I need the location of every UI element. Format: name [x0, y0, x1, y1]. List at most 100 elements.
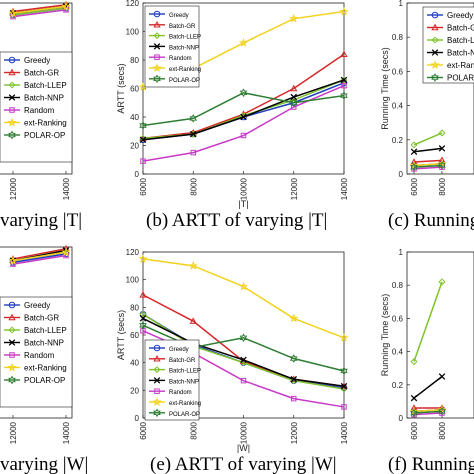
series-line [413, 412, 443, 416]
legend-marker [431, 23, 439, 31]
series-line [413, 164, 443, 168]
data-point [438, 278, 446, 286]
series-batch-nnp [139, 76, 348, 144]
legend-marker [153, 408, 161, 418]
data-point [340, 91, 348, 100]
legend-marker [431, 49, 439, 56]
legend-marker [9, 107, 15, 113]
data-point [139, 121, 147, 130]
y-tick-label: 0.4 [392, 348, 404, 357]
legend-label: ext-Ranking [24, 364, 67, 373]
x-tick-label: 10000 [240, 177, 249, 200]
x-axis-label: |T| [238, 199, 248, 209]
data-point [438, 145, 446, 152]
series-line [142, 91, 345, 127]
y-tick-label: 1 [399, 0, 404, 8]
legend-marker [153, 344, 161, 352]
legend-marker [153, 20, 161, 28]
legend-label: Batch-GR [24, 314, 59, 323]
legend-marker [8, 94, 16, 101]
x-tick-label: 6000 [410, 177, 419, 195]
data-point [340, 50, 348, 58]
x-tick-label: 6000 [139, 177, 148, 195]
y-tick-label: 100 [126, 28, 140, 37]
y-axis-label: Running Time (secs) [380, 294, 390, 377]
series-line [142, 53, 345, 140]
y-tick-label: 20 [130, 386, 139, 395]
series-line [413, 147, 443, 153]
series-line [12, 7, 67, 16]
x-tick-label: 8000 [189, 177, 198, 195]
y-tick-label: 60 [130, 85, 139, 94]
x-tick-label: 6000 [410, 421, 419, 439]
series-line [12, 247, 67, 260]
data-point [189, 114, 198, 123]
legend-marker [152, 63, 162, 72]
series-line [413, 159, 443, 163]
legend-marker [8, 375, 16, 385]
legend-marker [8, 326, 16, 334]
data-point [188, 261, 198, 270]
series-polar-op [410, 161, 446, 172]
legend-marker [153, 10, 161, 18]
series-line [413, 132, 443, 146]
series-line [413, 408, 443, 413]
legend-label: POLAR-OP [447, 74, 474, 83]
data-point [139, 315, 147, 322]
y-tick-label: 0.2 [392, 136, 404, 145]
legend-marker [8, 339, 16, 346]
legend: Greedy Batch-GR Batch-LLEP Batch-NNP Random e… [0, 51, 73, 163]
data-point [339, 6, 349, 16]
legend-marker [430, 60, 440, 69]
data-point [437, 404, 447, 414]
series-line [413, 162, 443, 167]
series-batch-nnp [410, 145, 446, 156]
y-tick-label: 80 [130, 56, 139, 65]
legend-marker [431, 11, 439, 19]
data-point [140, 158, 146, 164]
y-tick-label: 0.2 [392, 381, 404, 390]
y-tick-label: 0.6 [392, 314, 404, 323]
chart-panel-a: 12000 14000 Greedy Batch-GR Batch-LLEP Batch-… [0, 0, 82, 231]
legend-label: Batch-GR [447, 24, 474, 33]
y-tick-label: 0.8 [392, 33, 404, 42]
legend-label: Greedy [447, 11, 473, 20]
series-line [12, 254, 67, 265]
panel-caption: varying |W| [0, 454, 88, 474]
data-point [139, 320, 147, 330]
y-tick-label: 0 [135, 170, 140, 179]
legend-label: Random [24, 351, 55, 360]
data-point [9, 259, 17, 266]
legend: Greedy Batch-GR Batch-LLEP Batch-NNP Random e… [144, 5, 201, 88]
series-line [413, 166, 443, 170]
data-point [410, 394, 418, 402]
data-point [289, 313, 299, 323]
legend: Greedy Batch-GR Batch-LLEP Batch-NNP Random e… [0, 296, 73, 408]
data-point [290, 84, 298, 92]
y-tick-label: 40 [130, 359, 139, 368]
legend-label: Greedy [24, 301, 50, 310]
data-point [240, 377, 247, 384]
legend-marker [153, 74, 161, 84]
data-point [340, 76, 348, 84]
data-point [289, 13, 299, 23]
legend: Greedy Batch-GR Batch-LLEP Batch-NNP ext-Ran… [422, 6, 474, 84]
legend-label: Batch-GR [24, 69, 59, 78]
legend-label: Batch-LLEP [169, 35, 201, 41]
series-ext-ranking [138, 254, 349, 342]
y-tick-label: 120 [126, 248, 140, 257]
x-tick-label: 14000 [62, 177, 71, 200]
data-point [438, 407, 446, 416]
data-point [139, 291, 147, 298]
data-point [340, 382, 348, 390]
series-polar-op [410, 407, 446, 418]
legend-marker [7, 362, 17, 372]
legend-marker [153, 43, 161, 50]
legend-marker [153, 354, 161, 362]
data-point [61, 1, 71, 11]
data-point [410, 148, 418, 156]
data-point [410, 408, 418, 418]
data-point [190, 149, 196, 156]
legend-label: POLAR-OP [24, 376, 65, 385]
